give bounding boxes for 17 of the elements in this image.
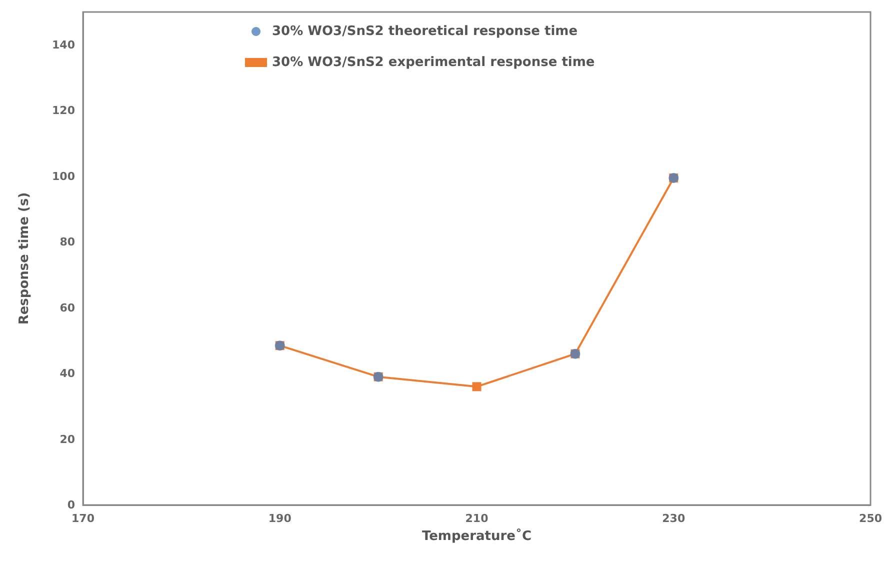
y-tick-label: 0 bbox=[67, 498, 76, 512]
x-tick-label: 250 bbox=[859, 512, 882, 525]
y-tick-label: 60 bbox=[60, 301, 76, 314]
x-tick-label: 170 bbox=[72, 512, 95, 525]
legend-label: 30% WO3/SnS2 experimental response time bbox=[272, 55, 595, 70]
y-tick-label: 80 bbox=[60, 236, 76, 249]
y-tick-label: 20 bbox=[60, 432, 76, 446]
legend-label: 30% WO3/SnS2 theoretical response time bbox=[272, 24, 578, 39]
x-tick-label: 190 bbox=[268, 512, 292, 525]
y-tick-label: 140 bbox=[52, 38, 76, 52]
y-tick-label: 40 bbox=[60, 367, 76, 380]
y-tick-label: 120 bbox=[52, 104, 76, 118]
x-tick-label: 230 bbox=[662, 512, 686, 525]
x-axis-title: Temperature˚C bbox=[422, 528, 532, 544]
y-tick-label: 100 bbox=[52, 170, 76, 183]
y-axis-title: Response time (s) bbox=[17, 192, 32, 325]
x-tick-label: 210 bbox=[465, 512, 489, 525]
